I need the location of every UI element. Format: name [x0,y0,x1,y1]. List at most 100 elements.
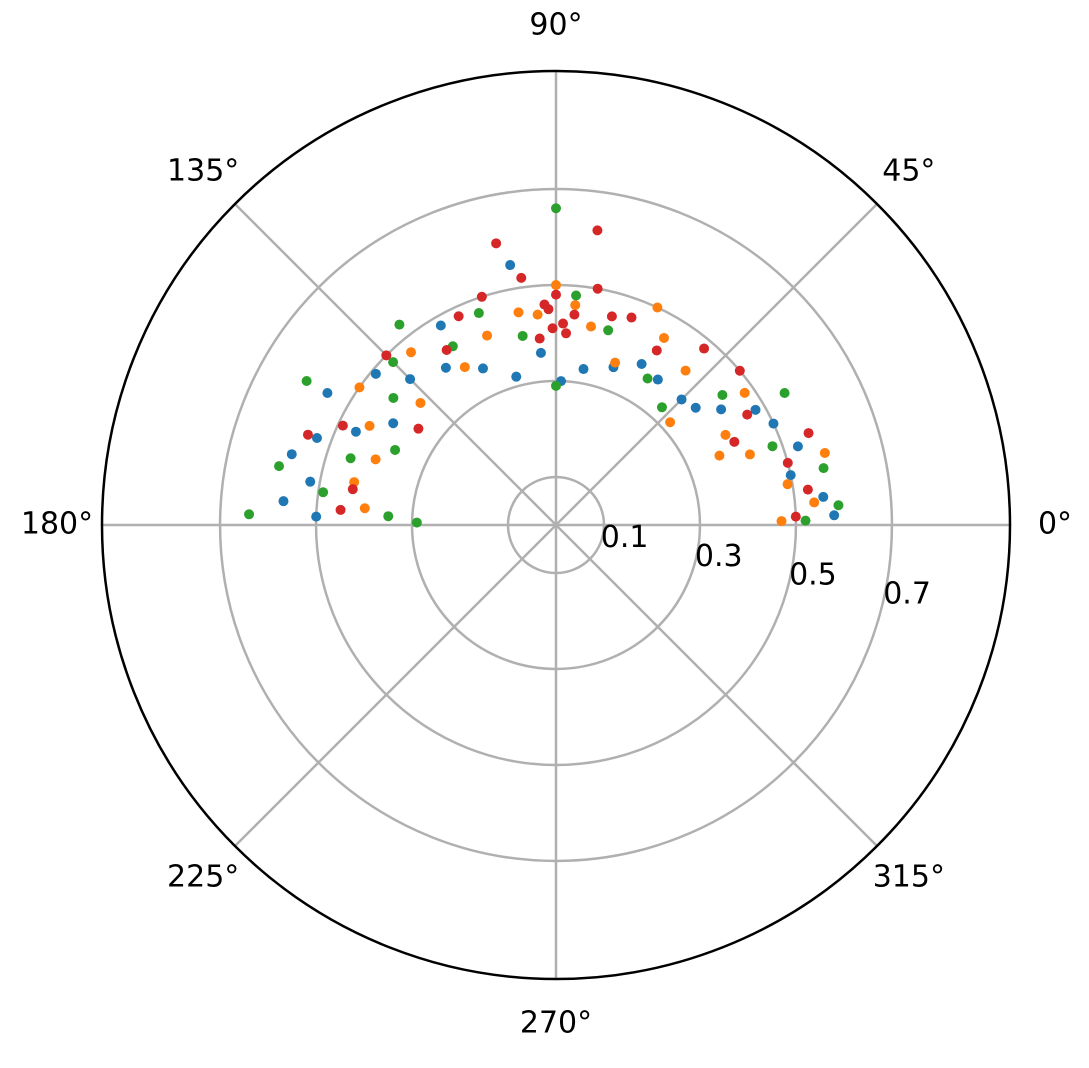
scatter-point [651,345,662,356]
scatter-point [513,307,524,318]
scatter-point [388,392,399,403]
scatter-point [364,420,375,431]
scatter-point [517,330,528,341]
scatter-point [337,420,348,431]
scatter-point [551,280,561,291]
theta-tick-label: 90° [529,8,582,43]
r-tick-label: 0.5 [789,558,837,593]
scatter-point [569,309,580,320]
scatter-point [305,476,316,487]
scatter-point [729,436,740,447]
r-tick-label: 0.1 [601,520,649,555]
scatter-point [626,312,637,323]
scatter-point [571,290,582,301]
scatter-point [318,487,329,498]
scatter-point [833,500,844,511]
scatter-point [244,509,255,520]
scatter-point [534,333,545,344]
scatter-point [350,426,361,437]
theta-tick-label: 45° [882,154,935,189]
theta-tick-label: 0° [1038,507,1072,542]
scatter-point [578,364,589,375]
scatter-point [558,318,569,329]
scatter-point [516,272,527,283]
scatter-point [829,510,840,521]
scatter-point [551,289,561,300]
scatter-point [592,283,603,294]
scatter-point [717,389,728,400]
scatter-point [818,463,829,474]
scatter-point [370,454,381,465]
scatter-point [345,453,356,464]
theta-grid-line [234,524,557,847]
scatter-point [539,299,550,310]
theta-tick-label: 225° [167,859,239,894]
scatter-point [359,503,370,514]
scatter-point [473,308,484,319]
scatter-point [570,300,581,311]
scatter-point [779,388,790,399]
scatter-point [354,382,365,393]
theta-tick-label: 315° [873,859,945,894]
scatter-point [476,291,487,302]
scatter-point [311,433,322,444]
polar-frame [100,69,1012,981]
scatter-point [586,321,597,332]
scatter-point [744,449,755,460]
scatter-point [370,368,381,379]
scatter-point [714,450,725,461]
scatter-point [690,402,701,413]
scatter-point [274,461,285,472]
theta-tick-label: 135° [167,154,239,189]
scatter-point [551,203,561,214]
scatter-point [532,309,543,320]
scatter-point [802,484,813,495]
scatter-point [800,515,811,526]
scatter-point [405,374,416,385]
scatter-point [278,496,289,507]
scatter-point [441,344,452,355]
theta-grid-line [555,203,878,526]
scatter-point [505,260,516,271]
scatter-point [742,409,753,420]
scatter-point [388,418,399,429]
scatter-point [453,311,464,322]
scatter-point [809,497,820,508]
scatter-point [785,470,796,481]
scatter-point [819,447,830,458]
scatter-point [716,404,727,415]
scatter-point [592,225,603,236]
scatter-point [792,441,803,452]
scatter-point [459,362,470,373]
scatter-point [491,238,502,249]
r-tick-label: 0.7 [883,576,931,611]
r-tick-label: 0.3 [695,539,743,574]
scatter-point [335,504,346,515]
scatter-point [286,449,297,460]
scatter-point [606,311,617,322]
scatter-point [803,428,814,439]
scatter-point [767,441,778,452]
scatter-point [768,418,779,429]
theta-grid-line [555,524,878,847]
scatter-point [381,350,392,361]
scatter-point [750,404,761,415]
theta-tick-label: 180° [21,507,93,542]
scatter-point [734,365,745,376]
scatter-point [610,357,621,368]
scatter-point [406,347,417,358]
theta-tick-label: 270° [520,1006,592,1041]
scatter-point [680,365,691,376]
scatter-point [347,484,358,495]
scatter-point [652,374,663,385]
scatter-point [322,388,333,399]
scatter-point [390,444,401,455]
scatter-point [311,511,322,522]
scatter-point [535,347,546,358]
scatter-point [415,397,426,408]
scatter-point [388,357,399,368]
scatter-point [790,511,801,522]
scatter-point [413,423,424,434]
scatter-point [561,328,572,339]
